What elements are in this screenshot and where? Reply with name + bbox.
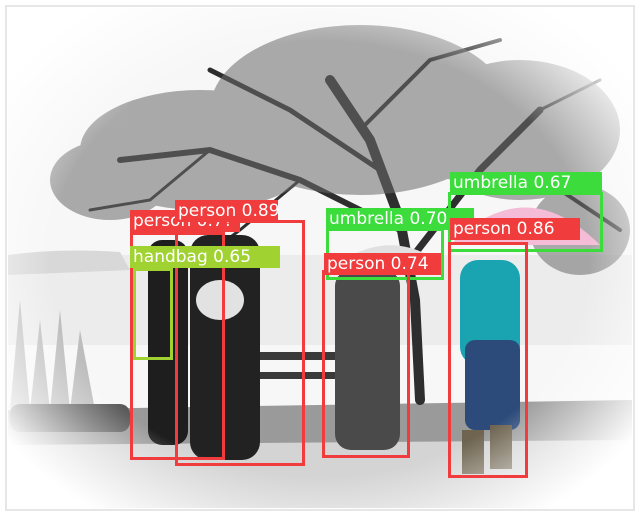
detection-label-person: person 0.86 [450,218,580,240]
person-box [130,232,225,460]
detection-label-person: person 0.89 [175,200,280,222]
detection-label-umbrella: umbrella 0.67 [450,172,602,194]
person-box [448,242,528,478]
person-box [322,270,410,458]
detection-label-umbrella: umbrella 0.70 [326,208,474,230]
detection-label-handbag: handbag 0.65 [130,246,280,268]
detection-label-person: person 0.74 [324,253,441,275]
handbag-box [133,268,173,360]
